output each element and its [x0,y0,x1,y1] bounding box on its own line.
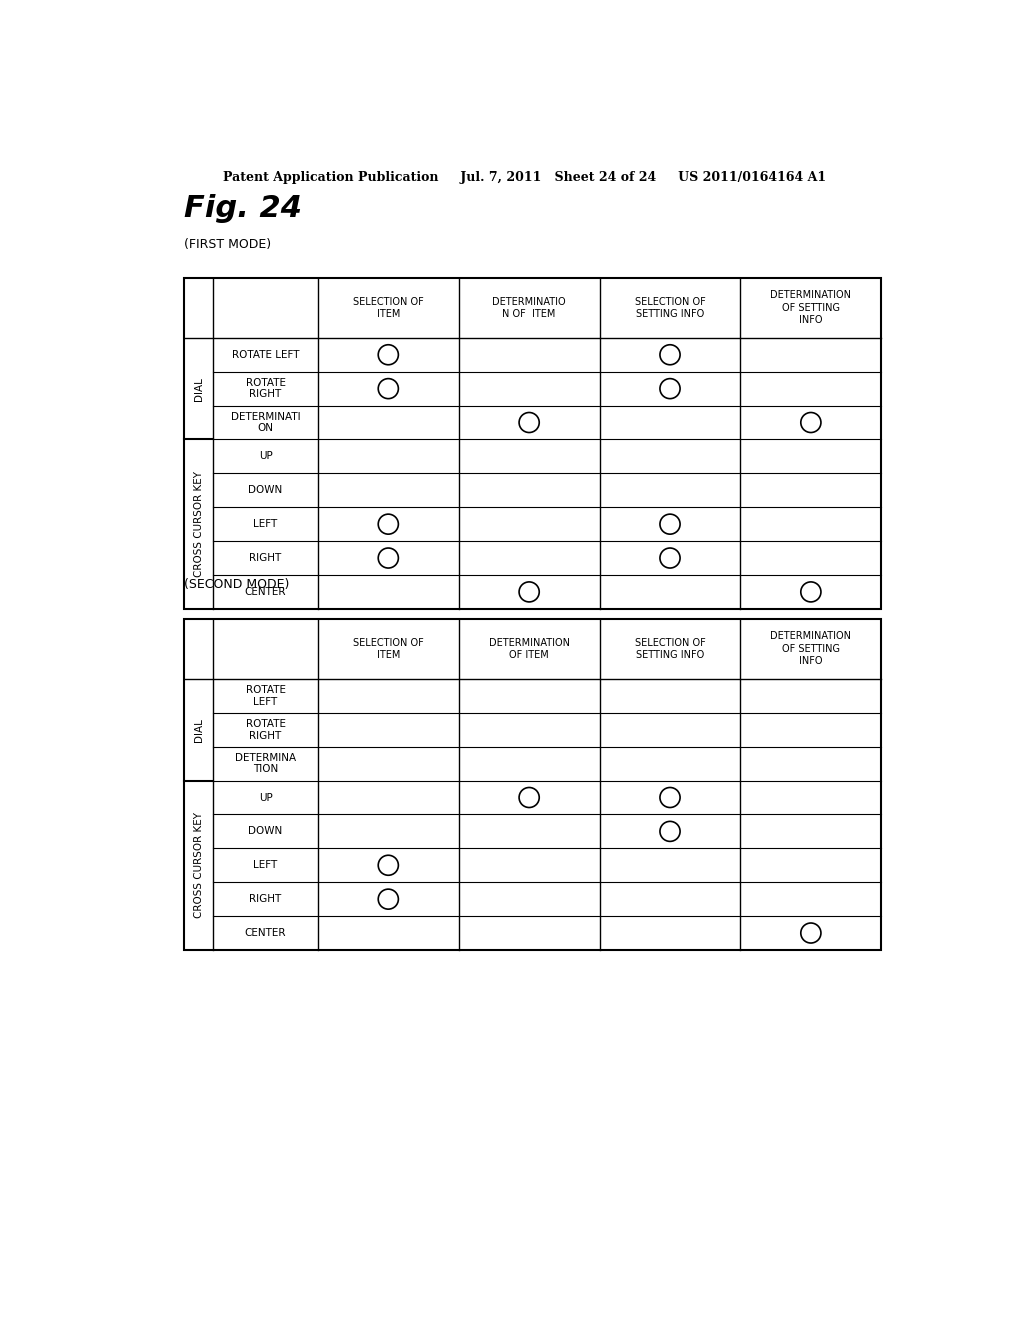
Text: CROSS CURSOR KEY: CROSS CURSOR KEY [194,812,204,919]
Text: DETERMINATION
OF SETTING
INFO: DETERMINATION OF SETTING INFO [770,290,851,325]
Text: SELECTION OF
SETTING INFO: SELECTION OF SETTING INFO [635,638,706,660]
Text: CROSS CURSOR KEY: CROSS CURSOR KEY [194,471,204,577]
Text: DOWN: DOWN [249,486,283,495]
Text: CENTER: CENTER [245,928,287,939]
Text: LEFT: LEFT [253,861,278,870]
Text: DIAL: DIAL [194,718,204,742]
Text: RIGHT: RIGHT [250,894,282,904]
Text: DIAL: DIAL [194,376,204,400]
Text: ROTATE
LEFT: ROTATE LEFT [246,685,286,706]
Text: ROTATE
RIGHT: ROTATE RIGHT [246,719,286,741]
Bar [183,277,882,609]
Text: DETERMINATION
OF ITEM: DETERMINATION OF ITEM [488,638,569,660]
Text: DETERMINATI
ON: DETERMINATI ON [230,412,300,433]
Text: ROTATE
RIGHT: ROTATE RIGHT [246,378,286,400]
Text: (FIRST MODE): (FIRST MODE) [183,238,271,251]
Text: UP: UP [259,792,272,803]
Text: UP: UP [259,451,272,462]
Text: DOWN: DOWN [249,826,283,837]
Text: RIGHT: RIGHT [250,553,282,564]
Text: SELECTION OF
ITEM: SELECTION OF ITEM [353,297,424,319]
Text: CENTER: CENTER [245,587,287,597]
Text: DETERMINATIO
N OF  ITEM: DETERMINATIO N OF ITEM [493,297,566,319]
Text: DETERMINATION
OF SETTING
INFO: DETERMINATION OF SETTING INFO [770,631,851,667]
Text: LEFT: LEFT [253,519,278,529]
Text: ROTATE LEFT: ROTATE LEFT [231,350,299,360]
Text: SELECTION OF
ITEM: SELECTION OF ITEM [353,638,424,660]
Text: Patent Application Publication     Jul. 7, 2011   Sheet 24 of 24     US 2011/016: Patent Application Publication Jul. 7, 2… [223,172,826,185]
Text: (SECOND MODE): (SECOND MODE) [183,578,289,591]
Text: DETERMINA
TION: DETERMINA TION [234,752,296,775]
Text: SELECTION OF
SETTING INFO: SELECTION OF SETTING INFO [635,297,706,319]
Bar [183,619,882,950]
Text: Fig. 24: Fig. 24 [183,194,302,223]
